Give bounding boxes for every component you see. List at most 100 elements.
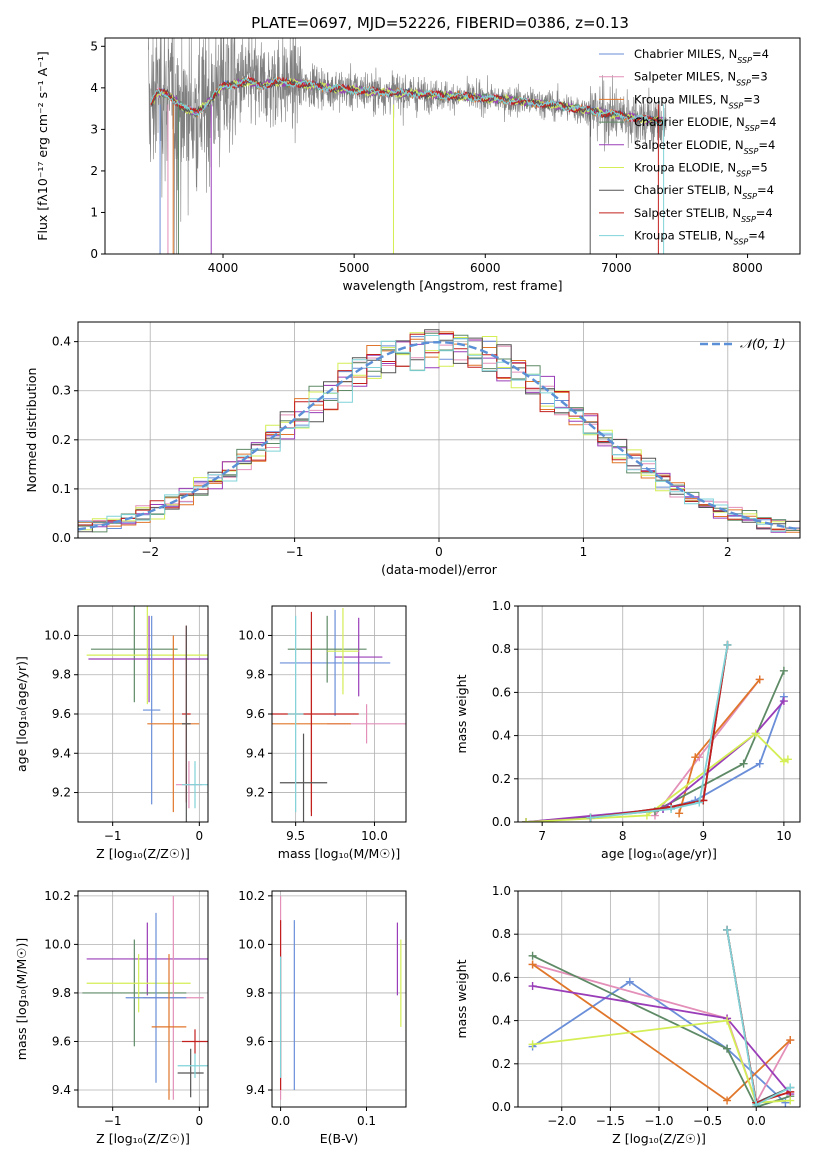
axes-mass-weight-vs-age: 7 8 9 10 0.0 0.2 0.4 0.6 0.8 1.0 age [log₁₀(age/yr… bbox=[454, 599, 801, 861]
legend-entry: Chabrier MILES, NSSP=4 bbox=[634, 47, 769, 65]
y-tick-label: 0.2 bbox=[492, 1057, 511, 1071]
x-axis-label: Z [log₁₀(Z/Z☉)] bbox=[96, 1131, 190, 1146]
y-axis-label: Flux [fλ10⁻¹⁷ erg cm⁻² s⁻¹ A⁻¹] bbox=[35, 51, 50, 240]
mass-weight-point bbox=[752, 1100, 761, 1107]
plot-area-age-vs-mass bbox=[272, 607, 406, 822]
y-axis-label: mass [log₁₀(M/M☉)] bbox=[14, 938, 29, 1060]
mass-weight-point bbox=[755, 759, 764, 768]
x-tick-label: −1 bbox=[104, 1114, 122, 1128]
x-tick-label: −2.0 bbox=[547, 1114, 576, 1128]
axes-age-vs-mass: 9.5 10.0 9.2 9.4 9.6 9.8 10.0 mass [log₁₀(M/M☉)… bbox=[238, 605, 407, 861]
x-tick-label: 6000 bbox=[470, 261, 501, 275]
mass-weight-point bbox=[755, 675, 764, 684]
y-axis-label: mass weight bbox=[454, 674, 469, 753]
y-tick-label: 9.2 bbox=[246, 786, 265, 800]
y-tick-label: 9.8 bbox=[246, 986, 265, 1000]
axes-frame bbox=[271, 890, 407, 1108]
mass-weight-point bbox=[786, 1083, 795, 1092]
y-tick-label: 9.6 bbox=[246, 707, 265, 721]
y-tick-label: 0.0 bbox=[492, 815, 511, 829]
mass-weight-point bbox=[642, 811, 651, 820]
mass-weight-point bbox=[786, 1036, 795, 1045]
mass-weight-point bbox=[528, 960, 537, 969]
mass-weight-series bbox=[532, 1019, 791, 1104]
mass-weight-point bbox=[751, 729, 760, 738]
x-tick-label: −1.0 bbox=[644, 1114, 673, 1128]
y-tick-label: 0.0 bbox=[52, 531, 71, 545]
plot-area-mass-vs-Z bbox=[82, 895, 208, 1100]
plot-area-mass-weight-vs-Z bbox=[528, 925, 795, 1107]
x-axis-label: wavelength [Angstrom, rest frame] bbox=[342, 278, 562, 293]
mass-weight-point bbox=[699, 796, 708, 805]
y-tick-label: 0.8 bbox=[492, 927, 511, 941]
legend-entry: Chabrier STELIB, NSSP=4 bbox=[634, 183, 774, 201]
plot-area-residual-histogram bbox=[78, 329, 800, 533]
x-tick-label: 0.1 bbox=[357, 1114, 376, 1128]
y-tick-label: 9.8 bbox=[52, 986, 71, 1000]
mass-weight-series bbox=[526, 700, 785, 822]
x-axis-label: E(B-V) bbox=[320, 1131, 359, 1146]
y-tick-label: 0.2 bbox=[492, 772, 511, 786]
mass-weight-point bbox=[779, 757, 788, 766]
axes-spectrum: 4000 5000 6000 7000 8000 0 1 2 3 4 5 wavelength [An… bbox=[35, 37, 801, 293]
y-axis-label: Normed distribution bbox=[24, 368, 39, 493]
x-tick-label: 0.0 bbox=[271, 1114, 290, 1128]
mass-weight-series bbox=[532, 980, 787, 1104]
mass-weight-point bbox=[528, 951, 537, 960]
x-tick-label: −2 bbox=[141, 545, 159, 559]
x-tick-label: 8 bbox=[619, 829, 627, 843]
y-tick-label: 10.0 bbox=[44, 628, 71, 642]
x-axis-label: Z [log₁₀(Z/Z☉)] bbox=[612, 1131, 706, 1146]
x-tick-label: 2 bbox=[724, 545, 732, 559]
legend-entry: Salpeter MILES, NSSP=3 bbox=[634, 70, 768, 88]
plot-area-age-vs-Z bbox=[86, 606, 208, 822]
mass-weight-series bbox=[590, 644, 729, 819]
normal-curve bbox=[78, 340, 800, 531]
mass-weight-point bbox=[675, 809, 684, 818]
y-tick-label: 3 bbox=[90, 122, 98, 136]
x-tick-label: −0.5 bbox=[693, 1114, 722, 1128]
y-tick-label: 9.8 bbox=[246, 668, 265, 682]
legend-entry: Salpeter STELIB, NSSP=4 bbox=[634, 206, 773, 224]
axes-frame bbox=[77, 890, 209, 1108]
mass-weight-point bbox=[667, 805, 676, 814]
y-tick-label: 10.0 bbox=[44, 937, 71, 951]
x-axis-label: mass [log₁₀(M/M☉)] bbox=[278, 846, 400, 861]
plot-area-mass-weight-vs-age bbox=[522, 640, 792, 822]
y-tick-label: 1.0 bbox=[492, 884, 511, 898]
x-tick-label: −1 bbox=[286, 545, 304, 559]
x-tick-label: 10.0 bbox=[361, 829, 388, 843]
mass-weight-point bbox=[522, 818, 531, 822]
mass-weight-point bbox=[779, 666, 788, 675]
x-tick-label: −1 bbox=[104, 829, 122, 843]
spectrum-legend: Chabrier MILES, NSSP=4 Salpeter MILES, NS… bbox=[599, 47, 776, 246]
y-tick-label: 9.8 bbox=[52, 668, 71, 682]
axes-residual-histogram: −2 −1 0 1 2 0.0 0.1 0.2 0.3 0.4 (data-model)/error… bbox=[24, 321, 801, 577]
y-tick-label: 10.0 bbox=[238, 937, 265, 951]
y-tick-label: 0 bbox=[90, 247, 98, 261]
figure-title: PLATE=0697, MJD=52226, FIBERID=0386, z=0… bbox=[251, 14, 629, 32]
y-tick-label: 9.4 bbox=[52, 1083, 71, 1097]
mass-weight-point bbox=[723, 1096, 732, 1105]
mass-weight-point bbox=[528, 982, 537, 991]
y-tick-label: 9.2 bbox=[52, 786, 71, 800]
x-tick-label: 1 bbox=[580, 545, 588, 559]
legend-entry: Chabrier ELODIE, NSSP=4 bbox=[634, 115, 776, 133]
model-spectrum bbox=[150, 76, 663, 127]
y-tick-label: 1.0 bbox=[492, 599, 511, 613]
mass-weight-point bbox=[723, 1016, 732, 1025]
legend-entry: Kroupa ELODIE, NSSP=5 bbox=[634, 161, 768, 179]
y-tick-label: 10.2 bbox=[238, 889, 265, 903]
y-tick-label: 0.3 bbox=[52, 384, 71, 398]
y-tick-label: 0.0 bbox=[492, 1100, 511, 1114]
mass-weight-point bbox=[691, 753, 700, 762]
mass-weight-point bbox=[786, 1096, 795, 1105]
x-tick-label: 9 bbox=[699, 829, 707, 843]
y-axis-label: age [log₁₀(age/yr)] bbox=[14, 656, 29, 772]
legend-entry: Salpeter ELODIE, NSSP=4 bbox=[634, 138, 775, 156]
y-tick-label: 0.6 bbox=[492, 685, 511, 699]
x-tick-label: 9.5 bbox=[286, 829, 305, 843]
mass-weight-point bbox=[625, 977, 634, 986]
